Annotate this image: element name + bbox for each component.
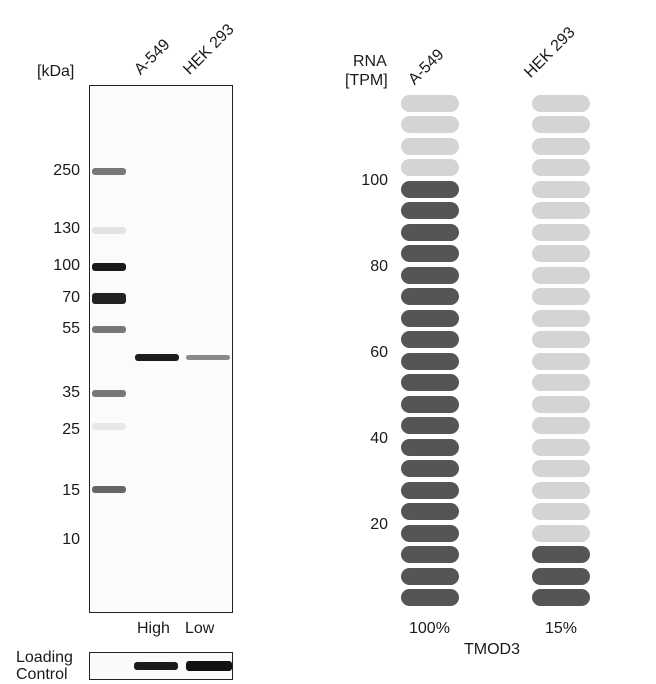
- rna-segment: [401, 288, 459, 305]
- rna-segment: [401, 202, 459, 219]
- rna-segment: [532, 567, 590, 585]
- rna-tick-20: 20: [370, 516, 388, 533]
- marker-10: 10: [62, 531, 80, 548]
- marker-70: 70: [62, 289, 80, 306]
- loading-control-label-2: Control: [16, 666, 68, 683]
- ladder-band: [92, 390, 126, 397]
- rna-segment: [401, 180, 459, 198]
- rna-segment: [401, 589, 459, 606]
- lane-label-hek293: HEK 293: [180, 20, 238, 79]
- rna-axis-label-1: RNA: [353, 53, 387, 70]
- rna-tick-100: 100: [361, 172, 388, 189]
- rna-segment: [532, 288, 590, 305]
- rna-segment: [401, 94, 459, 112]
- rna-tick-80: 80: [370, 258, 388, 275]
- marker-130: 130: [53, 220, 80, 237]
- rna-segment: [401, 417, 459, 434]
- rna-segment: [401, 374, 459, 391]
- loading-band-a549: [134, 662, 178, 670]
- rna-segment: [532, 202, 590, 219]
- rna-segment: [401, 503, 459, 520]
- rna-segment: [401, 116, 459, 133]
- rna-axis-label-2: [TPM]: [345, 72, 388, 89]
- rna-segment: [532, 460, 590, 477]
- rna-segment: [532, 503, 590, 520]
- marker-35: 35: [62, 384, 80, 401]
- rna-segment: [532, 116, 590, 133]
- gene-name: TMOD3: [464, 641, 520, 658]
- rna-segment: [532, 94, 590, 112]
- marker-15: 15: [62, 482, 80, 499]
- tmod3-band-a549: [135, 354, 179, 361]
- blot-membrane: [89, 85, 233, 613]
- rna-tick-40: 40: [370, 430, 388, 447]
- rna-segment: [401, 546, 459, 563]
- rna-segment: [401, 460, 459, 477]
- rna-segment: [401, 159, 459, 176]
- rna-segment: [532, 266, 590, 284]
- rna-segment: [532, 352, 590, 370]
- rna-segment: [532, 309, 590, 327]
- rna-segment: [532, 438, 590, 456]
- rna-segment: [532, 546, 590, 563]
- rna-segment: [401, 438, 459, 456]
- level-low: Low: [185, 620, 215, 637]
- rna-segment: [532, 589, 590, 606]
- rna-segment: [401, 524, 459, 542]
- rna-segment: [532, 137, 590, 155]
- level-high: High: [137, 620, 170, 637]
- rna-segment: [532, 481, 590, 499]
- kda-label: [kDa]: [37, 63, 75, 80]
- rna-segment: [532, 159, 590, 176]
- ladder-band: [92, 326, 126, 333]
- rna-segment: [532, 180, 590, 198]
- rna-segment: [532, 331, 590, 348]
- rna-percent-hek293: 15%: [545, 620, 578, 637]
- rna-segment: [401, 331, 459, 348]
- rna-segment: [532, 524, 590, 542]
- loading-band-hek293: [186, 661, 232, 671]
- loading-control-blot: [89, 652, 233, 680]
- rna-segment: [401, 395, 459, 413]
- rna-segment: [401, 567, 459, 585]
- ladder-band: [92, 486, 126, 493]
- ladder-band: [92, 263, 126, 271]
- marker-250: 250: [53, 162, 80, 179]
- rna-segment: [532, 245, 590, 262]
- rna-segment: [401, 266, 459, 284]
- ladder-band: [92, 227, 126, 234]
- rna-percent-a549: 100%: [409, 620, 450, 637]
- lane-label-a549: A-549: [131, 36, 174, 79]
- tmod3-band-hek293: [186, 355, 230, 360]
- rna-column-hek293: [532, 0, 592, 684]
- rna-segment: [401, 481, 459, 499]
- marker-100: 100: [53, 257, 80, 274]
- loading-control-label-1: Loading: [16, 649, 73, 666]
- rna-segment: [532, 395, 590, 413]
- rna-segment: [401, 223, 459, 241]
- rna-segment: [532, 374, 590, 391]
- rna-segment: [532, 417, 590, 434]
- ladder-band: [92, 293, 126, 304]
- rna-segment: [401, 245, 459, 262]
- rna-segment: [532, 223, 590, 241]
- rna-segment: [401, 137, 459, 155]
- rna-tick-60: 60: [370, 344, 388, 361]
- rna-segment: [401, 352, 459, 370]
- ladder-band: [92, 168, 126, 175]
- marker-25: 25: [62, 421, 80, 438]
- marker-55: 55: [62, 320, 80, 337]
- rna-segment: [401, 309, 459, 327]
- rna-column-a549: [401, 0, 461, 684]
- ladder-band: [92, 423, 126, 430]
